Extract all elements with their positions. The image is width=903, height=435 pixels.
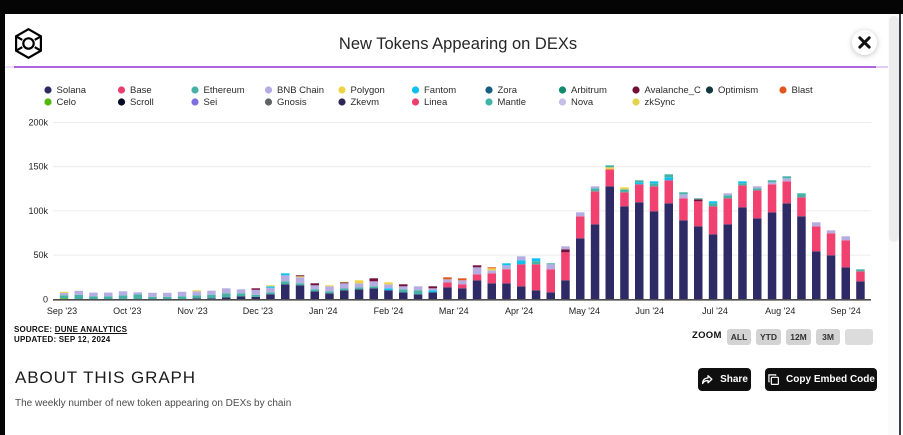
- svg-text:Nova: Nova: [571, 97, 594, 108]
- svg-text:Sei: Sei: [204, 97, 218, 108]
- svg-text:May '24: May '24: [569, 306, 600, 316]
- svg-text:Fantom: Fantom: [424, 85, 456, 96]
- svg-text:Mantle: Mantle: [498, 97, 527, 108]
- svg-text:Jul '24: Jul '24: [702, 306, 728, 316]
- svg-text:Aug '24: Aug '24: [765, 306, 795, 316]
- svg-text:Mar '24: Mar '24: [439, 306, 469, 316]
- svg-text:50k: 50k: [33, 250, 48, 260]
- svg-text:Nov '23: Nov '23: [177, 306, 207, 316]
- svg-text:Optimism: Optimism: [718, 85, 758, 96]
- svg-text:0: 0: [43, 294, 48, 304]
- svg-text:BNB Chain: BNB Chain: [277, 85, 324, 96]
- svg-text:Apr '24: Apr '24: [505, 306, 533, 316]
- svg-text:Jan '24: Jan '24: [309, 306, 338, 316]
- svg-text:Celo: Celo: [57, 97, 77, 108]
- svg-text:Polygon: Polygon: [351, 85, 385, 96]
- svg-text:Dec '23: Dec '23: [243, 306, 273, 316]
- svg-text:Linea: Linea: [424, 97, 448, 108]
- svg-text:150k: 150k: [28, 162, 48, 172]
- svg-text:200k: 200k: [28, 118, 48, 128]
- svg-text:Sep '23: Sep '23: [47, 306, 77, 316]
- svg-text:Solana: Solana: [57, 85, 87, 96]
- svg-text:Feb '24: Feb '24: [374, 306, 404, 316]
- svg-text:Base: Base: [130, 85, 152, 96]
- svg-text:Gnosis: Gnosis: [277, 97, 307, 108]
- svg-text:Ethereum: Ethereum: [204, 85, 245, 96]
- svg-text:Avalanche_C: Avalanche_C: [645, 85, 701, 96]
- svg-text:Oct '23: Oct '23: [113, 306, 141, 316]
- svg-text:Sep '24: Sep '24: [830, 306, 860, 316]
- svg-text:Scroll: Scroll: [130, 97, 154, 108]
- svg-text:Arbitrum: Arbitrum: [571, 85, 607, 96]
- svg-text:Blast: Blast: [792, 85, 813, 96]
- svg-text:Zkevm: Zkevm: [351, 97, 380, 108]
- svg-text:Jun '24: Jun '24: [635, 306, 664, 316]
- svg-text:zkSync: zkSync: [645, 97, 676, 108]
- svg-text:Zora: Zora: [498, 85, 518, 96]
- svg-text:100k: 100k: [28, 206, 48, 216]
